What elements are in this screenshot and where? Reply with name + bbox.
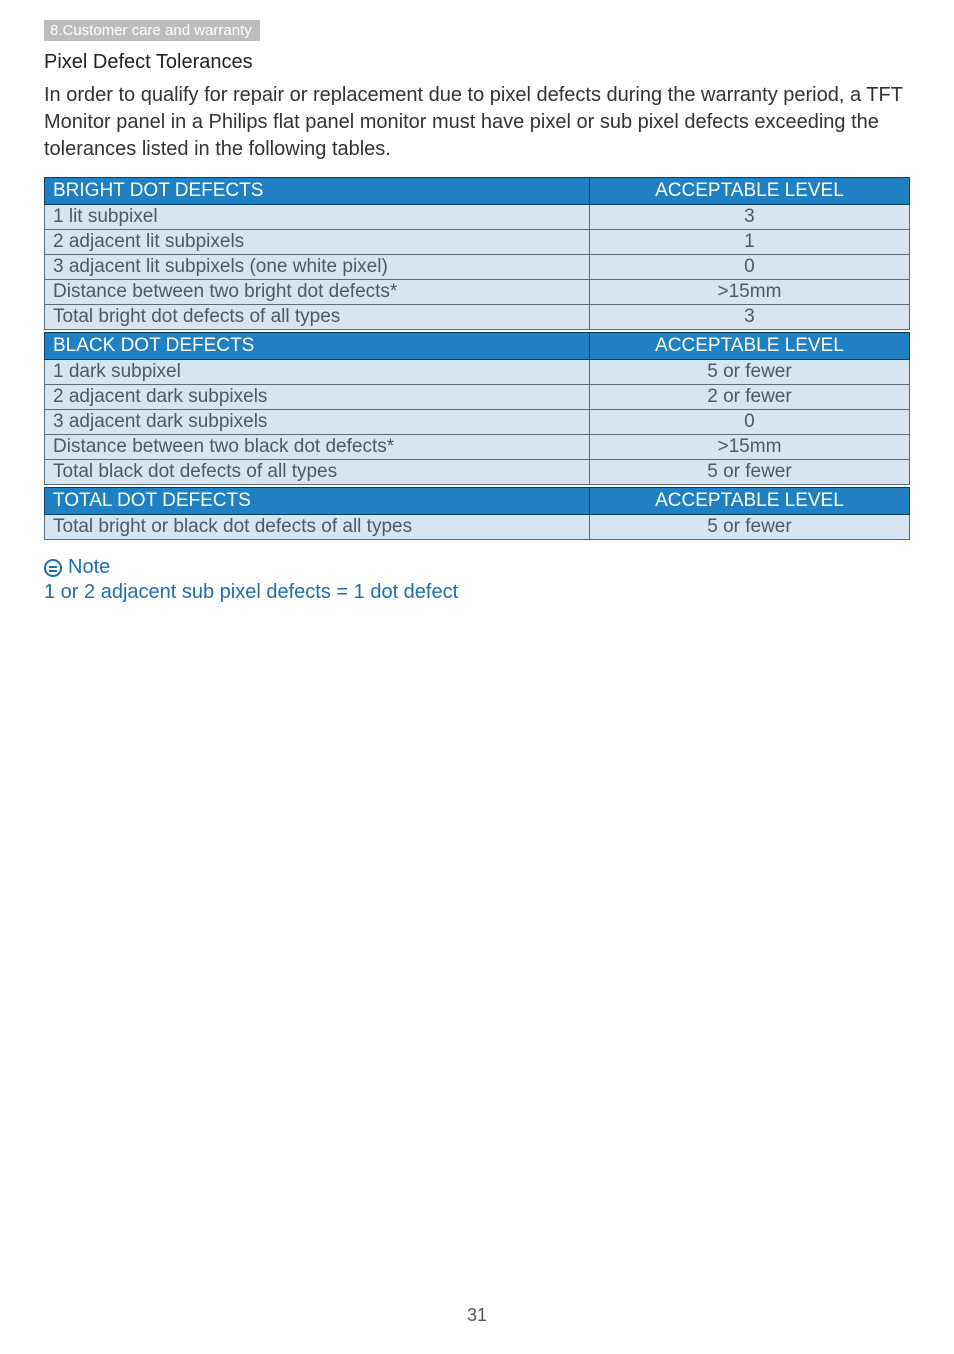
table-cell: 3 adjacent dark subpixels bbox=[45, 410, 590, 435]
table-cell: Distance between two bright dot defects* bbox=[45, 280, 590, 305]
note-text: 1 or 2 adjacent sub pixel defects = 1 do… bbox=[44, 581, 910, 604]
table-header-cell: BLACK DOT DEFECTS bbox=[45, 333, 590, 360]
table-cell: 5 or fewer bbox=[589, 360, 909, 385]
table-row: 2 adjacent lit subpixels1 bbox=[45, 230, 910, 255]
table-cell: 1 dark subpixel bbox=[45, 360, 590, 385]
table-cell: >15mm bbox=[589, 280, 909, 305]
section-tab: 8.Customer care and warranty bbox=[44, 20, 260, 41]
table-header-cell: TOTAL DOT DEFECTS bbox=[45, 488, 590, 515]
table-cell: 3 bbox=[589, 205, 909, 230]
table-header-cell: ACCEPTABLE LEVEL bbox=[589, 488, 909, 515]
table-cell: 2 or fewer bbox=[589, 385, 909, 410]
table-header-cell: ACCEPTABLE LEVEL bbox=[589, 333, 909, 360]
note-block: Note 1 or 2 adjacent sub pixel defects =… bbox=[44, 556, 910, 604]
table-header-cell: BRIGHT DOT DEFECTS bbox=[45, 178, 590, 205]
table-cell: 3 bbox=[589, 305, 909, 330]
table-cell: Distance between two black dot defects* bbox=[45, 435, 590, 460]
table-cell: Total bright dot defects of all types bbox=[45, 305, 590, 330]
table-cell: 2 adjacent lit subpixels bbox=[45, 230, 590, 255]
table-cell: 0 bbox=[589, 410, 909, 435]
table-row: 3 adjacent lit subpixels (one white pixe… bbox=[45, 255, 910, 280]
table-cell: 1 lit subpixel bbox=[45, 205, 590, 230]
table-cell: 5 or fewer bbox=[589, 515, 909, 540]
page-heading: Pixel Defect Tolerances bbox=[44, 51, 910, 74]
note-label: Note bbox=[68, 556, 110, 579]
table-cell: 0 bbox=[589, 255, 909, 280]
table-row: 3 adjacent dark subpixels0 bbox=[45, 410, 910, 435]
page-number: 31 bbox=[0, 1305, 954, 1326]
table-row: 1 lit subpixel3 bbox=[45, 205, 910, 230]
table-row: Distance between two black dot defects*>… bbox=[45, 435, 910, 460]
defect-table: BLACK DOT DEFECTSACCEPTABLE LEVEL1 dark … bbox=[44, 332, 910, 485]
note-icon bbox=[44, 559, 62, 577]
table-row: Total black dot defects of all types5 or… bbox=[45, 460, 910, 485]
defect-table: BRIGHT DOT DEFECTSACCEPTABLE LEVEL1 lit … bbox=[44, 177, 910, 330]
table-cell: Total black dot defects of all types bbox=[45, 460, 590, 485]
table-row: Total bright or black dot defects of all… bbox=[45, 515, 910, 540]
table-cell: 3 adjacent lit subpixels (one white pixe… bbox=[45, 255, 590, 280]
table-cell: >15mm bbox=[589, 435, 909, 460]
table-cell: 1 bbox=[589, 230, 909, 255]
table-cell: 2 adjacent dark subpixels bbox=[45, 385, 590, 410]
intro-paragraph: In order to qualify for repair or replac… bbox=[44, 82, 910, 163]
table-cell: 5 or fewer bbox=[589, 460, 909, 485]
tables-container: BRIGHT DOT DEFECTSACCEPTABLE LEVEL1 lit … bbox=[44, 177, 910, 540]
table-row: 2 adjacent dark subpixels2 or fewer bbox=[45, 385, 910, 410]
table-row: 1 dark subpixel5 or fewer bbox=[45, 360, 910, 385]
table-header-cell: ACCEPTABLE LEVEL bbox=[589, 178, 909, 205]
defect-table: TOTAL DOT DEFECTSACCEPTABLE LEVELTotal b… bbox=[44, 487, 910, 540]
table-row: Distance between two bright dot defects*… bbox=[45, 280, 910, 305]
table-cell: Total bright or black dot defects of all… bbox=[45, 515, 590, 540]
table-row: Total bright dot defects of all types3 bbox=[45, 305, 910, 330]
